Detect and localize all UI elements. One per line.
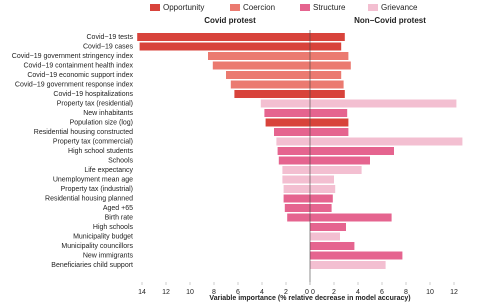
category-label: Beneficiaries child support	[51, 262, 133, 269]
x-tick-label: 14	[138, 289, 146, 296]
bar	[137, 33, 310, 41]
bar	[212, 61, 310, 70]
bar	[310, 137, 463, 146]
category-label: Aged +65	[103, 205, 133, 212]
legend-swatch	[150, 4, 160, 11]
category-label: Covid−19 government response index	[15, 81, 134, 88]
category-label: Birth rate	[105, 214, 134, 221]
bar	[310, 223, 346, 231]
bar	[226, 71, 310, 79]
x-tick-label: 10	[426, 289, 434, 296]
legend-label: Opportunity	[163, 3, 204, 12]
bar	[310, 80, 344, 89]
x-axis-label: Variable importance (% relative decrease…	[209, 295, 410, 302]
x-tick-label: 6	[236, 289, 240, 296]
category-label: Municipality budget	[73, 233, 133, 240]
bar	[260, 99, 310, 108]
category-label: Municipality councillors	[61, 243, 133, 250]
bar	[276, 137, 310, 146]
legend-swatch	[368, 4, 378, 11]
category-label: Property tax (commercial)	[53, 138, 133, 145]
bar	[234, 90, 310, 98]
bar	[310, 156, 370, 165]
bar	[265, 118, 310, 127]
bar	[264, 109, 310, 117]
x-tick-label: 0	[311, 289, 315, 296]
panel-title: Non−Covid protest	[354, 16, 426, 25]
x-tick-label: 6	[380, 289, 384, 296]
category-label: New immigrants	[83, 252, 134, 259]
bar	[310, 118, 349, 127]
category-label: Covid−19 government stringency index	[12, 53, 134, 60]
x-tick-label: 2	[284, 289, 288, 296]
category-label: Covid−19 hospitalizations	[53, 91, 133, 98]
bar	[310, 147, 394, 155]
bar	[310, 232, 340, 241]
bar	[274, 128, 310, 136]
category-label: Residential housing constructed	[34, 129, 133, 136]
legend-label: Structure	[313, 3, 346, 12]
bar	[277, 147, 310, 155]
category-label: Covid−19 tests	[87, 34, 134, 41]
bar	[310, 213, 392, 222]
panel-title: Covid protest	[204, 16, 256, 25]
bar	[310, 166, 362, 174]
x-tick-label: 2	[332, 289, 336, 296]
category-label: High school students	[68, 148, 133, 155]
x-tick-label: 12	[162, 289, 170, 296]
legend-swatch	[300, 4, 310, 11]
category-label: Covid−19 economic support index	[27, 72, 133, 79]
category-label: Covid−19 containment health index	[23, 62, 133, 69]
category-label: Residential housing planned	[45, 195, 133, 202]
x-tick-label: 4	[356, 289, 360, 296]
bar	[310, 175, 334, 184]
category-label: Property tax (residential)	[57, 100, 133, 107]
legend-swatch	[230, 4, 240, 11]
x-tick-label: 8	[404, 289, 408, 296]
bar	[310, 261, 386, 269]
bar	[208, 52, 310, 60]
category-label: Unemployment mean age	[53, 176, 133, 183]
bar	[139, 42, 310, 51]
x-tick-label: 10	[186, 289, 194, 296]
category-label: Covid−19 cases	[83, 43, 134, 50]
x-tick-label: 12	[450, 289, 458, 296]
category-label: Property tax (industrial)	[61, 186, 133, 193]
bar	[310, 251, 403, 260]
bar	[230, 80, 310, 89]
bar	[310, 33, 345, 41]
bar	[282, 175, 310, 184]
x-tick-label: 0	[305, 289, 309, 296]
bar	[310, 128, 349, 136]
category-label: High schools	[93, 224, 134, 231]
category-label: Life expectancy	[84, 167, 133, 174]
legend-label: Coercion	[243, 3, 275, 12]
bar	[310, 109, 348, 117]
bar	[310, 52, 349, 60]
bar	[310, 194, 333, 203]
bar	[310, 204, 332, 212]
category-label: New inhabitants	[83, 110, 133, 117]
bar	[310, 242, 355, 250]
category-label: Schools	[108, 157, 133, 164]
bar	[283, 194, 310, 203]
bar	[284, 204, 310, 212]
bar	[278, 156, 310, 165]
bar	[310, 42, 342, 51]
bar	[283, 185, 310, 193]
bar	[310, 99, 457, 108]
bar	[310, 90, 345, 98]
bar	[310, 61, 351, 70]
x-tick-label: 8	[212, 289, 216, 296]
x-tick-label: 4	[260, 289, 264, 296]
bar	[282, 166, 310, 174]
bar	[287, 213, 310, 222]
bar	[310, 71, 342, 79]
legend-label: Grievance	[381, 3, 418, 12]
bar	[310, 185, 336, 193]
category-label: Population size (log)	[70, 119, 133, 126]
